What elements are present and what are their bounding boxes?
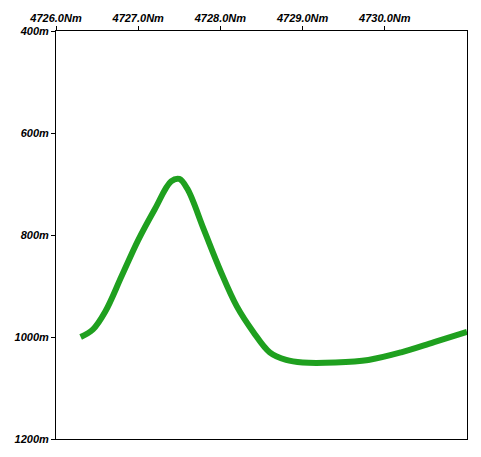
svg-text:400m: 400m bbox=[20, 25, 49, 37]
svg-text:4727.0Nm: 4727.0Nm bbox=[112, 12, 165, 24]
svg-text:600m: 600m bbox=[21, 127, 49, 139]
svg-text:1000m: 1000m bbox=[15, 331, 49, 343]
svg-text:4730.0Nm: 4730.0Nm bbox=[358, 12, 411, 24]
svg-text:1200m: 1200m bbox=[15, 433, 49, 445]
svg-text:4726.0Nm: 4726.0Nm bbox=[29, 12, 82, 24]
svg-text:4728.0Nm: 4728.0Nm bbox=[194, 12, 247, 24]
svg-text:800m: 800m bbox=[21, 229, 49, 241]
svg-text:4729.0Nm: 4729.0Nm bbox=[276, 12, 329, 24]
